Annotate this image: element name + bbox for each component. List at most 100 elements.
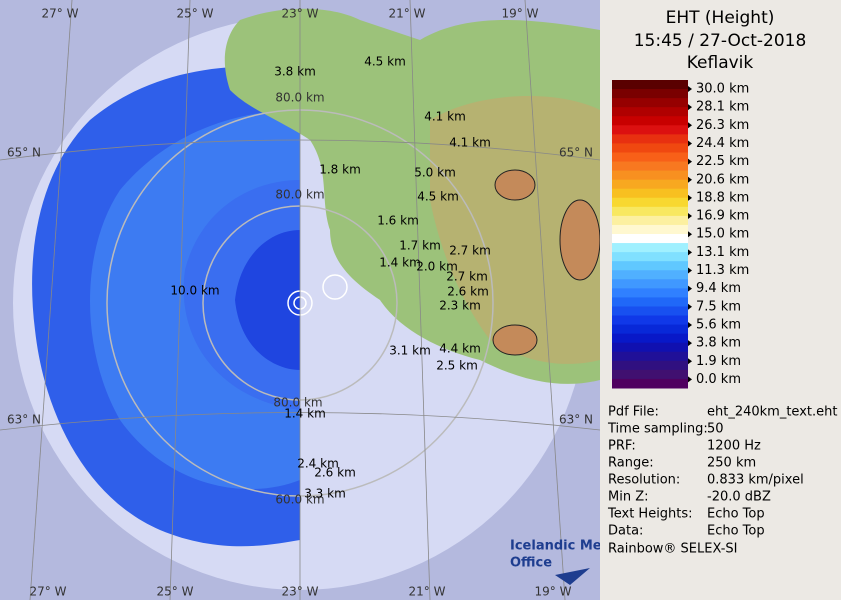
height-label: 2.4 km: [297, 457, 339, 471]
scale-tick: [688, 140, 692, 147]
scale-tick: [688, 267, 692, 274]
echo-region: [235, 230, 300, 370]
info-value: 250 km: [707, 456, 756, 471]
color-band: [612, 89, 688, 99]
height-label: 1.6 km: [377, 214, 419, 228]
site: Keflavik: [687, 53, 754, 73]
graticule: [0, 0, 600, 600]
color-band: [612, 351, 688, 362]
color-band: [612, 197, 688, 208]
color-band: [612, 152, 688, 163]
color-band: [612, 324, 688, 335]
color-band: [612, 270, 688, 280]
scale-label: 1.9 km: [696, 354, 741, 369]
color-band: [612, 369, 688, 380]
height-label: 2.0 km: [416, 260, 458, 274]
scale-tick: [688, 249, 692, 256]
longitude-label: 23° W: [282, 7, 319, 21]
color-band: [612, 315, 688, 326]
color-band: [612, 116, 688, 126]
color-band: [612, 342, 688, 353]
color-band: [612, 143, 688, 153]
longitude-label: 27° W: [42, 7, 79, 21]
height-label: 2.6 km: [314, 466, 356, 480]
longitude-label: 19° W: [502, 7, 539, 21]
color-band: [612, 261, 688, 271]
range-label: 80.0 km: [275, 91, 324, 105]
legend-panel: EHT (Height) 15:45 / 27-Oct-2018 Keflavi…: [600, 0, 841, 600]
color-band: [612, 134, 688, 144]
height-label: 2.6 km: [447, 285, 489, 299]
range-label: 80.0 km: [273, 396, 322, 410]
scale-tick: [688, 122, 692, 129]
scale-tick: [688, 321, 692, 328]
title: EHT (Height): [666, 8, 775, 28]
info-value: -20.0 dBZ: [707, 490, 771, 505]
scale-tick: [688, 158, 692, 165]
height-label: 2.3 km: [439, 299, 481, 313]
color-band: [612, 179, 688, 190]
height-label: 1.7 km: [399, 239, 441, 253]
range-label: 80.0 km: [275, 188, 324, 202]
color-band: [612, 288, 688, 298]
scale-label: 3.8 km: [696, 336, 741, 351]
info-value: Echo Top: [707, 524, 765, 539]
info-value: Echo Top: [707, 507, 765, 522]
latitude-label: 65° N: [559, 146, 593, 160]
color-band: [612, 360, 688, 371]
color-band: [612, 206, 688, 217]
latitude-label: 65° N: [7, 146, 41, 160]
scale-label: 28.1 km: [696, 100, 749, 115]
scale-tick: [688, 376, 692, 383]
info-label: Min Z:: [608, 490, 649, 505]
longitude-label: 23° W: [282, 585, 319, 599]
scale-tick: [688, 176, 692, 183]
height-label: 1.4 km: [379, 256, 421, 270]
scale-label: 30.0 km: [696, 82, 749, 97]
color-band: [612, 98, 688, 108]
height-label: 3.1 km: [389, 344, 431, 358]
scale-tick: [688, 231, 692, 238]
color-band: [612, 170, 688, 181]
longitude-label: 27° W: [30, 585, 67, 599]
time: 15:45 / 27-Oct-2018: [634, 31, 807, 51]
height-label: 2.7 km: [446, 270, 488, 284]
color-band: [612, 107, 688, 117]
color-band: [612, 215, 688, 226]
info-label: Pdf File:: [608, 405, 659, 420]
color-band: [612, 243, 688, 253]
logo-text: Icelandic Met: [510, 539, 600, 554]
color-band: [612, 80, 688, 90]
info-value: 1200 Hz: [707, 439, 761, 454]
logo: [555, 568, 590, 585]
scale-tick: [688, 340, 692, 347]
color-band: [612, 333, 688, 344]
height-label: 1.8 km: [319, 163, 361, 177]
color-band: [612, 378, 688, 389]
scale-label: 0.0 km: [696, 372, 741, 387]
height-label: 5.0 km: [414, 166, 456, 180]
color-band: [612, 188, 688, 199]
height-label: 3.8 km: [274, 65, 316, 79]
height-label: 1.4 km: [284, 407, 326, 421]
info-label: PRF:: [608, 439, 636, 454]
color-band: [612, 125, 688, 135]
scale-tick: [688, 86, 692, 92]
scale-tick: [688, 358, 692, 365]
height-label: 10.0 km: [170, 284, 219, 298]
height-label: 3.3 km: [304, 487, 346, 501]
scale-label: 7.5 km: [696, 299, 741, 314]
scale-tick: [688, 213, 692, 220]
scale-tick: [688, 285, 692, 292]
footer: Rainbow® SELEX-SI: [608, 542, 738, 557]
info-label: Data:: [608, 524, 643, 539]
latitude-label: 63° N: [7, 413, 41, 427]
height-label: 2.5 km: [436, 359, 478, 373]
scale-label: 18.8 km: [696, 190, 749, 205]
height-label: 4.5 km: [364, 55, 406, 69]
scale-tick: [688, 194, 692, 201]
logo-text: Office: [510, 556, 552, 571]
longitude-label: 19° W: [535, 585, 572, 599]
scale-label: 16.9 km: [696, 209, 749, 224]
